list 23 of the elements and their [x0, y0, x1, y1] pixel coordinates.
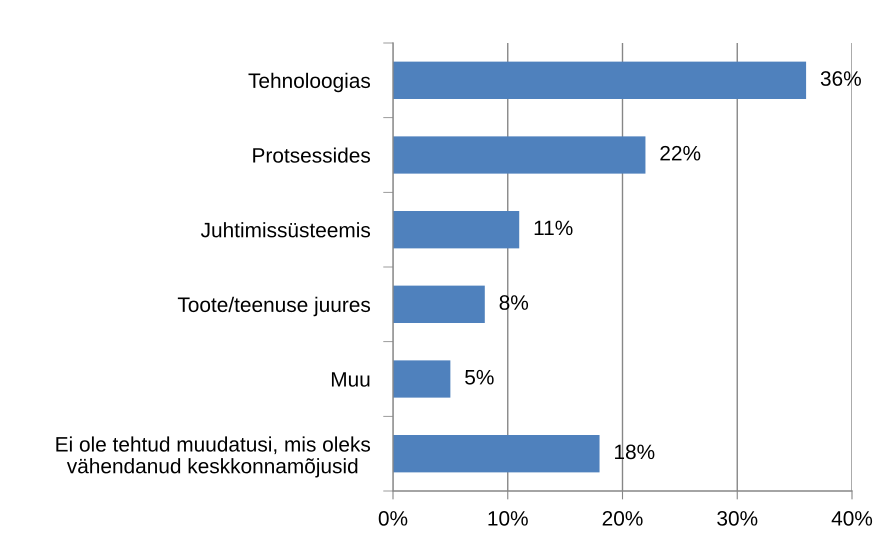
y-tick-label: Muu — [332, 372, 370, 387]
y-tick-label: Protsessides — [253, 147, 370, 163]
y-tick-label: Toote/teenuse juures — [178, 296, 370, 316]
y-tick-label: Juhtimissüsteemis — [200, 222, 370, 238]
data-label: 5% — [465, 370, 494, 385]
bar — [393, 286, 485, 323]
x-tick-label: 20% — [602, 510, 643, 526]
bar — [393, 360, 450, 398]
data-label: 18% — [615, 444, 654, 460]
data-label: 36% — [820, 71, 861, 86]
bar — [393, 435, 600, 472]
x-tick-label: 40% — [832, 510, 872, 526]
x-tick-label: 30% — [717, 510, 758, 526]
bar — [393, 62, 806, 99]
data-label: 22% — [660, 146, 700, 161]
data-label: 11% — [534, 220, 573, 236]
x-tick-label: 10% — [488, 510, 528, 526]
bar — [393, 136, 646, 174]
bar — [393, 211, 520, 248]
data-label: 8% — [500, 295, 528, 310]
y-tick-label: Ei ole tehtud muudatusi, mis oleks vähendanud keskkonnamõjusid — [56, 436, 370, 478]
x-tick-label: 0% — [378, 510, 408, 526]
y-tick-label: Tehnoloogias — [248, 72, 370, 92]
